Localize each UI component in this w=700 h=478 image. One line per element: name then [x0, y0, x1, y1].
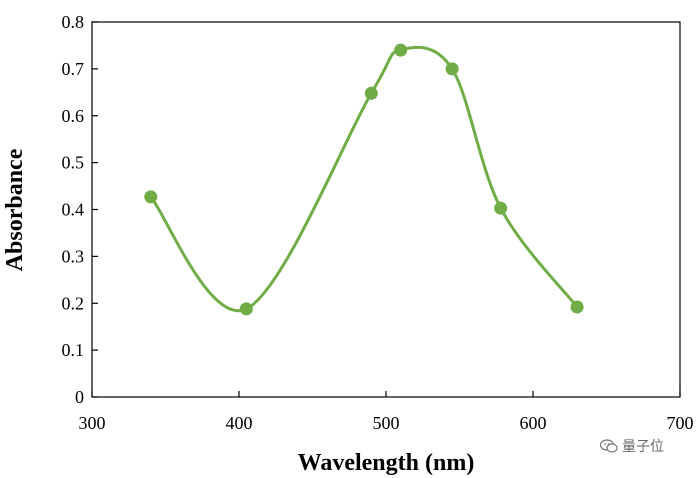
x-tick-label: 500	[373, 413, 400, 433]
data-point	[445, 62, 459, 76]
data-point	[394, 43, 408, 57]
y-tick-label: 0.3	[62, 246, 85, 266]
y-tick-label: 0.1	[62, 340, 85, 360]
plot-area-frame	[91, 21, 681, 398]
x-tick-label: 600	[520, 413, 547, 433]
data-point	[144, 190, 158, 204]
series-markers	[144, 43, 584, 316]
x-tick-label: 700	[667, 413, 694, 433]
x-tick-label: 300	[79, 413, 106, 433]
data-point	[570, 300, 584, 314]
watermark-text: 量子位	[622, 439, 664, 455]
data-point	[494, 201, 508, 215]
y-axis-ticks: 0 0.1 0.2 0.3 0.4 0.5 0.6 0.7 0.8	[62, 12, 98, 407]
x-axis-title: Wavelength (nm)	[298, 450, 475, 476]
y-tick-label: 0.5	[62, 153, 85, 173]
x-axis-ticks: 300 400 500 600 700	[79, 391, 694, 433]
data-point	[364, 86, 378, 100]
series-line-absorbance	[149, 45, 579, 313]
data-point	[239, 302, 253, 316]
x-tick-label: 400	[226, 413, 253, 433]
watermark: 量子位	[600, 436, 664, 456]
y-tick-label: 0.6	[62, 106, 85, 126]
y-tick-label: 0.4	[62, 200, 85, 220]
y-tick-label: 0.7	[62, 59, 85, 79]
y-tick-label: 0.8	[62, 12, 85, 32]
y-tick-label: 0.2	[62, 293, 85, 313]
y-tick-label: 0	[75, 387, 84, 407]
y-axis-title: Absorbance	[2, 148, 28, 271]
wechat-icon	[600, 439, 618, 453]
